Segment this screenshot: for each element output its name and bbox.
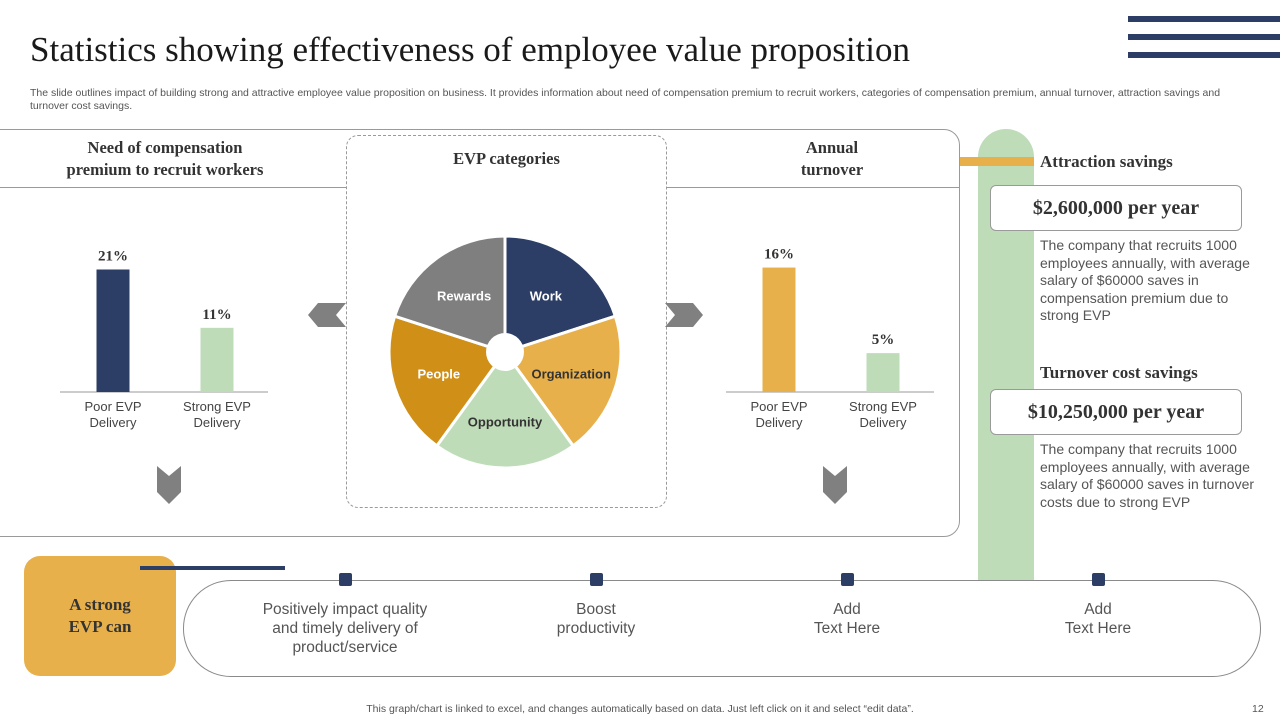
text-line: A strong bbox=[69, 595, 131, 614]
slice-label: People bbox=[417, 367, 460, 382]
category-label: Delivery bbox=[90, 415, 137, 430]
orange-connector bbox=[960, 157, 1034, 166]
benefit-item: Add Text Here bbox=[998, 600, 1198, 638]
pie-slice bbox=[502, 314, 623, 448]
text-line: EVP can bbox=[68, 617, 132, 636]
turnover-savings-description: The company that recruits 1000 employees… bbox=[1040, 441, 1255, 510]
turnover-section-title: Annual turnover bbox=[800, 138, 864, 179]
bar bbox=[96, 269, 130, 392]
evp-can-label: A strong EVP can bbox=[69, 594, 132, 638]
category-label: Delivery bbox=[194, 415, 241, 430]
category-label: Poor EVP bbox=[750, 399, 807, 414]
page-number: 12 bbox=[1252, 703, 1264, 715]
text-line: Add bbox=[1084, 601, 1112, 618]
slice-label: Rewards bbox=[437, 289, 491, 304]
data-label: 11% bbox=[202, 307, 231, 323]
bar bbox=[866, 353, 900, 392]
benefit-marker bbox=[339, 573, 352, 586]
text-line: Text Here bbox=[813, 620, 881, 637]
charts-panel bbox=[0, 129, 960, 537]
page-title: Statistics showing effectiveness of empl… bbox=[30, 30, 911, 69]
pie-slice bbox=[387, 314, 508, 448]
benefit-item: Boost productivity bbox=[496, 600, 696, 638]
navy-accent-line bbox=[140, 566, 285, 570]
evp-pie-chart: Work Organization Opportunity People Rewards bbox=[387, 234, 623, 470]
compensation-section-title: Need of compensation premium to recruit … bbox=[66, 138, 264, 179]
attraction-savings-title: Attraction savings bbox=[1040, 152, 1173, 171]
arrow-down-icon bbox=[157, 466, 181, 504]
pie-slice bbox=[392, 234, 507, 355]
bar bbox=[762, 267, 796, 392]
footer-note: This graph/chart is linked to excel, and… bbox=[366, 703, 914, 715]
slice-label: Opportunity bbox=[468, 415, 543, 430]
category-label: Delivery bbox=[860, 415, 907, 430]
category-label: Delivery bbox=[756, 415, 803, 430]
data-label: 5% bbox=[872, 332, 895, 348]
slice-label: Organization bbox=[531, 367, 611, 382]
text-line: product/service bbox=[292, 639, 398, 656]
turnover-savings-title: Turnover cost savings bbox=[1040, 363, 1198, 382]
slice-label: Work bbox=[530, 289, 563, 304]
pie-slice bbox=[503, 234, 618, 355]
benefit-item: Add Text Here bbox=[747, 600, 947, 638]
arrow-left-icon bbox=[308, 303, 346, 327]
evp-benefits-pill bbox=[183, 580, 1261, 677]
data-label: 16% bbox=[764, 247, 794, 263]
benefit-marker bbox=[841, 573, 854, 586]
benefit-marker bbox=[590, 573, 603, 586]
category-label: Poor EVP bbox=[84, 399, 141, 414]
page-subtitle: The slide outlines impact of building st… bbox=[30, 87, 1221, 112]
pie-center-hole bbox=[486, 333, 524, 371]
text-line: Boost bbox=[576, 601, 616, 618]
attraction-savings-description: The company that recruits 1000 employees… bbox=[1040, 237, 1250, 323]
text-line: Text Here bbox=[1064, 620, 1132, 637]
text-line: productivity bbox=[556, 620, 636, 637]
menu-lines-icon bbox=[1128, 16, 1280, 58]
text-line: and timely delivery of bbox=[272, 620, 418, 637]
text-line: Add bbox=[833, 601, 861, 618]
attraction-savings-value: $2,600,000 per year bbox=[990, 185, 1242, 231]
arrow-right-icon bbox=[665, 303, 703, 327]
text-line: Positively impact quality bbox=[262, 601, 428, 618]
pie-slice bbox=[434, 349, 576, 470]
turnover-savings-value: $10,250,000 per year bbox=[990, 389, 1242, 435]
evp-can-box: A strong EVP can bbox=[24, 556, 176, 676]
category-label: Strong EVP bbox=[849, 399, 917, 414]
data-label: 21% bbox=[98, 249, 128, 265]
category-label: Strong EVP bbox=[183, 399, 251, 414]
arrow-down-icon bbox=[823, 466, 847, 504]
bar bbox=[200, 327, 234, 392]
benefit-item: Positively impact quality and timely deli… bbox=[245, 600, 445, 657]
evp-section-title: EVP categories bbox=[453, 149, 560, 168]
benefit-marker bbox=[1092, 573, 1105, 586]
